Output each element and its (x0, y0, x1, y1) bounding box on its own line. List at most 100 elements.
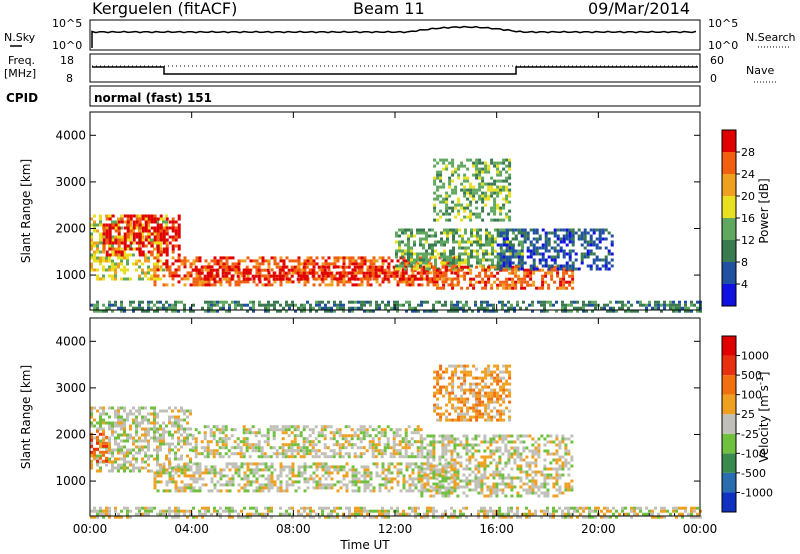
echo-cell (96, 274, 99, 278)
echo-cell (366, 280, 370, 284)
echo-cell (96, 409, 99, 413)
echo-cell (183, 471, 187, 475)
echo-cell (475, 280, 479, 284)
echo-cell (90, 303, 93, 307)
echo-cell (171, 217, 175, 221)
echo-cell (514, 228, 518, 232)
echo-cell (138, 220, 142, 224)
echo-cell (423, 488, 427, 492)
echo-cell (315, 262, 319, 266)
echo-cell (117, 412, 120, 416)
echo-cell (180, 489, 184, 493)
echo-cell (467, 258, 470, 262)
echo-cell (492, 491, 496, 495)
echo-cell (351, 277, 355, 281)
echo-cell (493, 182, 497, 186)
echo-cell (237, 300, 240, 304)
echo-cell (258, 462, 262, 466)
echo-cell (186, 468, 190, 472)
echo-cell (242, 440, 246, 444)
echo-cell (105, 235, 109, 239)
echo-cell (531, 443, 535, 447)
echo-cell (446, 258, 449, 262)
echo-cell (618, 300, 621, 304)
echo-cell (174, 229, 178, 233)
echo-cell (450, 467, 454, 471)
echo-cell (419, 428, 423, 432)
echo-cell (302, 437, 306, 441)
echo-cell (494, 240, 497, 244)
echo-cell (489, 488, 493, 492)
echo-cell (162, 465, 166, 469)
echo-cell (156, 241, 159, 245)
echo-cell (159, 463, 162, 467)
echo-cell (583, 240, 587, 244)
echo-cell (487, 164, 491, 168)
echo-cell (117, 469, 120, 473)
echo-cell (123, 469, 126, 473)
echo-cell (114, 274, 117, 278)
echo-cell (570, 488, 574, 492)
echo-cell (595, 246, 599, 250)
echo-cell (404, 440, 408, 444)
echo-cell (279, 309, 282, 313)
echo-cell (327, 306, 330, 310)
echo-cell (428, 258, 431, 262)
echo-cell (141, 466, 144, 470)
echo-cell (105, 435, 108, 439)
echo-cell (411, 468, 415, 472)
echo-cell (168, 235, 172, 239)
echo-cell (108, 244, 111, 248)
echo-cell (198, 256, 202, 260)
echo-cell (402, 477, 406, 481)
echo-cell (108, 217, 112, 221)
echo-cell (436, 176, 440, 180)
echo-cell (522, 300, 525, 304)
echo-cell (445, 367, 449, 371)
echo-cell (111, 421, 114, 425)
echo-cell (99, 256, 102, 260)
echo-cell (440, 252, 443, 256)
echo-cell (141, 418, 144, 422)
echo-cell (499, 212, 503, 216)
echo-cell (446, 231, 449, 235)
echo-cell (90, 459, 93, 463)
echo-cell (496, 231, 500, 235)
echo-cell (248, 455, 252, 459)
echo-cell (360, 303, 363, 307)
echo-cell (528, 464, 532, 468)
colorbar-segment (722, 196, 736, 218)
echo-cell (387, 280, 391, 284)
echo-cell (320, 277, 324, 281)
echo-cell (484, 271, 488, 275)
echo-cell (105, 229, 109, 233)
echo-cell (302, 271, 306, 275)
echo-cell (363, 262, 367, 266)
echo-cell (329, 271, 333, 275)
echo-cell (423, 309, 426, 313)
echo-cell (447, 486, 451, 490)
echo-cell (531, 300, 534, 304)
echo-cell (477, 461, 481, 465)
echo-cell (303, 280, 307, 284)
echo-cell (99, 235, 102, 239)
echo-cell (231, 268, 235, 272)
echo-cell (138, 412, 141, 416)
echo-cell (177, 468, 181, 472)
echo-cell (392, 437, 396, 441)
echo-cell (290, 265, 294, 269)
echo-cell (482, 249, 485, 253)
echo-cell (174, 232, 178, 236)
echo-cell (237, 268, 241, 272)
echo-cell (607, 267, 611, 271)
echo-cell (273, 262, 277, 266)
echo-cell (396, 480, 400, 484)
echo-cell (216, 489, 220, 493)
echo-cell (120, 277, 123, 281)
echo-cell (562, 277, 566, 281)
echo-cell (505, 185, 509, 189)
echo-cell (135, 235, 139, 239)
echo-cell (369, 259, 373, 263)
echo-cell (480, 491, 484, 495)
echo-cell (183, 442, 186, 446)
